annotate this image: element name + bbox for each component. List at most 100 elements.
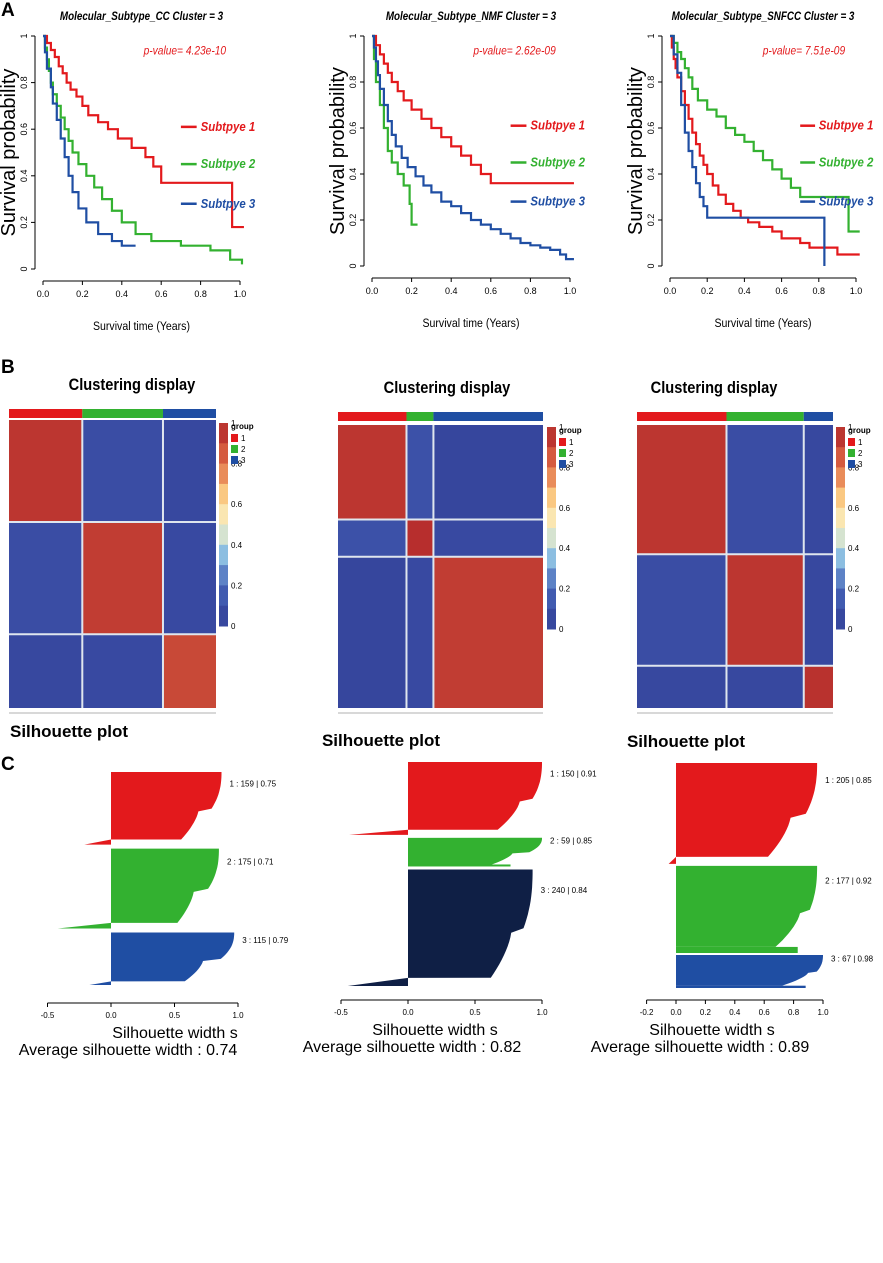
y-tick-label: 0.8 <box>19 76 29 89</box>
x-tick-label: 0.4 <box>738 286 751 296</box>
colorbar-tick-label: 1 <box>559 423 564 432</box>
heatmap-cell <box>637 665 727 708</box>
x-tick-label: 0.8 <box>813 286 826 296</box>
colorbar-tick-label: 0.6 <box>848 504 860 513</box>
heatmap-cell <box>338 425 407 520</box>
panel-label-b: B <box>1 357 15 378</box>
silhouette-negative-tail-2 <box>57 922 111 929</box>
x-tick-label: 0.0 <box>37 289 50 299</box>
heatmap-cell <box>726 554 804 666</box>
x-tick-label: 0.6 <box>485 286 498 296</box>
heatmap-cell <box>803 665 833 708</box>
legend-title: group <box>848 426 871 435</box>
x-tick-label: 0.0 <box>664 286 677 296</box>
y-tick-label: 0.2 <box>348 214 358 227</box>
heatmap-title: Clustering display <box>69 376 196 394</box>
group-bar-1 <box>338 412 407 421</box>
colorbar-segment <box>836 588 845 610</box>
y-tick-label: 0.8 <box>348 76 358 89</box>
x-tick-label: 0.4 <box>729 1008 741 1017</box>
silhouette-title: Silhouette plot <box>627 732 745 751</box>
x-tick-label: 0.0 <box>366 286 379 296</box>
legend-label-group-2: 2 <box>569 449 574 458</box>
panel-label-c: C <box>1 754 15 775</box>
x-tick-label: 1.0 <box>850 286 863 296</box>
colorbar-segment <box>836 507 845 529</box>
y-tick-label: 1 <box>19 33 29 38</box>
colorbar-segment <box>219 423 228 444</box>
colorbar-segment <box>219 504 228 525</box>
legend-label-group-1: 1 <box>241 434 246 443</box>
colorbar-tick-label: 0 <box>848 625 853 634</box>
y-tick-label: 0.8 <box>646 76 656 89</box>
average-silhouette-width: Average silhouette width : 0.74 <box>19 1042 238 1059</box>
colorbar-tick-label: 1 <box>848 423 853 432</box>
colorbar-segment <box>836 427 845 448</box>
x-tick-label: 0.4 <box>116 289 129 299</box>
heatmap-cell <box>433 425 543 520</box>
heatmap-cell <box>726 665 804 708</box>
x-tick-label: 0.5 <box>469 1008 481 1017</box>
y-tick-label: 0.4 <box>646 168 656 181</box>
km-title: Molecular_Subtype_CC Cluster = 3 <box>60 10 223 23</box>
legend-swatch-group-1 <box>848 438 855 446</box>
silhouette-cluster-3 <box>408 869 533 978</box>
colorbar-segment <box>547 467 556 489</box>
group-bar-1 <box>637 412 727 421</box>
silhouette-cluster-1 <box>111 772 222 840</box>
silhouette-sil_nmf: Silhouette plot 1 : 150 | 0.91 2 : 59 | 0.… <box>303 731 597 1056</box>
colorbar-segment <box>219 565 228 586</box>
legend-label-subtype-3: Subtpye 3 <box>530 194 585 209</box>
silhouette-cluster-2 <box>111 848 219 923</box>
x-tick-label: -0.2 <box>640 1008 654 1017</box>
legend-label-group-2: 2 <box>858 449 863 458</box>
heatmap-cell <box>637 425 727 555</box>
legend-label-group-3: 3 <box>241 456 246 465</box>
group-bar-2 <box>726 412 804 421</box>
x-tick-label: 0.2 <box>701 286 714 296</box>
y-tick-label: 0 <box>348 263 358 268</box>
y-tick-label: 0.2 <box>646 214 656 227</box>
colorbar-segment <box>836 568 845 590</box>
y-tick-label: 0 <box>646 263 656 268</box>
colorbar-segment <box>219 463 228 485</box>
legend-label-group-1: 1 <box>569 438 574 447</box>
colorbar-tick-label: 0.6 <box>231 500 243 509</box>
heatmap-cell <box>162 634 216 708</box>
colorbar-segment <box>547 548 556 569</box>
cluster-label-3: 3 : 115 | 0.79 <box>242 936 289 945</box>
km-curve-subtype-2 <box>43 34 244 265</box>
y-axis-label: Survival probability <box>327 67 349 235</box>
x-tick-label: -0.5 <box>334 1008 348 1017</box>
km-curve-subtype-1 <box>372 34 574 185</box>
heatmap-title: Clustering display <box>384 379 511 397</box>
x-axis-label: Silhouette width s <box>649 1022 774 1039</box>
group-bar-3 <box>803 412 833 421</box>
km-curve-subtype-3 <box>372 34 574 261</box>
x-axis-label: Survival time (Years) <box>715 317 812 330</box>
legend-label-subtype-1: Subtpye 1 <box>530 118 585 133</box>
heatmap-cell <box>82 521 163 635</box>
x-axis-label: Silhouette width s <box>372 1022 497 1039</box>
average-silhouette-width: Average silhouette width : 0.82 <box>303 1039 522 1056</box>
x-tick-label: 0.0 <box>402 1008 414 1017</box>
x-tick-label: 0.8 <box>194 289 207 299</box>
colorbar-segment <box>836 447 845 468</box>
colorbar-tick-label: 0.6 <box>559 504 571 513</box>
y-tick-label: 0 <box>19 266 29 271</box>
legend-swatch-group-2 <box>848 449 855 457</box>
cluster-label-2: 2 : 175 | 0.71 <box>227 858 274 867</box>
km-curve-subtype-1 <box>670 34 860 256</box>
km-chart-km_cc: Molecular_Subtype_CC Cluster = 3 0 0.2 0.4 0… <box>0 10 255 333</box>
silhouette-tail-3 <box>676 985 806 988</box>
colorbar-segment <box>836 467 845 489</box>
cluster-label-1: 1 : 159 | 0.75 <box>229 780 276 789</box>
colorbar-tick-label: 0.4 <box>231 541 243 550</box>
group-bar-2 <box>406 412 434 421</box>
x-tick-label: 0.2 <box>405 286 418 296</box>
heatmap-cell <box>637 554 727 666</box>
x-tick-label: 0.8 <box>788 1008 800 1017</box>
cluster-label-3: 3 : 67 | 0.98 <box>831 955 874 964</box>
colorbar-segment <box>219 585 228 607</box>
